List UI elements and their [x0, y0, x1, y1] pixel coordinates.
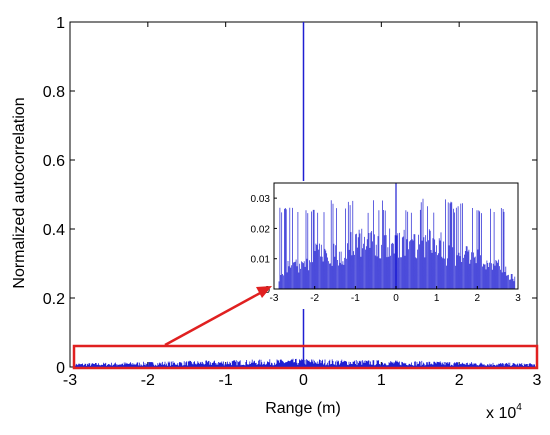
x-tick-label: -1	[219, 372, 233, 389]
inset-background	[234, 181, 526, 309]
main-tick-labels: -3 -2 -1 0 1 2 3 0 0.2 0.4 0.6 0.8 1	[43, 15, 542, 389]
y-tick-label: 0.4	[43, 222, 65, 239]
inset-x-tick-label: -1	[351, 293, 360, 304]
y-tick-label: 0	[56, 360, 65, 377]
inset-y-tick-label: 0.03	[251, 194, 271, 205]
inset-x-tick-label: -2	[310, 293, 319, 304]
y-tick-label: 1	[56, 15, 65, 32]
inset-x-tick-label: 0	[393, 293, 399, 304]
zoom-highlight-box	[72, 344, 539, 370]
x-exponent-power: 4	[516, 402, 522, 413]
x-tick-label: 3	[533, 372, 542, 389]
inset-x-tick-label: -3	[270, 293, 279, 304]
inset-y-tick-label: 0.01	[251, 255, 271, 266]
zoom-arrow	[164, 286, 272, 347]
x-tick-label: -3	[63, 372, 77, 389]
y-axis-label: Normalized autocorrelation	[11, 97, 28, 288]
inset-x-tick-label: 1	[434, 293, 440, 304]
x-tick-label: 1	[377, 372, 386, 389]
zoom-arrow-head	[256, 286, 272, 298]
x-tick-label: 2	[455, 372, 464, 389]
x-axis-label: Range (m)	[265, 400, 341, 417]
inset-x-tick-label: 2	[475, 293, 481, 304]
inset-sidelobes	[278, 198, 516, 289]
zoom-arrow-shaft	[164, 290, 263, 347]
y-tick-label: 0.8	[43, 84, 65, 101]
inset-x-tick-label: 3	[515, 293, 521, 304]
inset-y-tick-label: 0.02	[251, 224, 271, 235]
x-exponent-base: x 10	[486, 405, 516, 422]
x-exponent-label: x 104	[486, 402, 522, 422]
y-tick-label: 0.6	[43, 153, 65, 170]
y-tick-label: 0.2	[43, 291, 65, 308]
x-tick-label: 0	[299, 372, 308, 389]
x-tick-label: -2	[141, 372, 155, 389]
